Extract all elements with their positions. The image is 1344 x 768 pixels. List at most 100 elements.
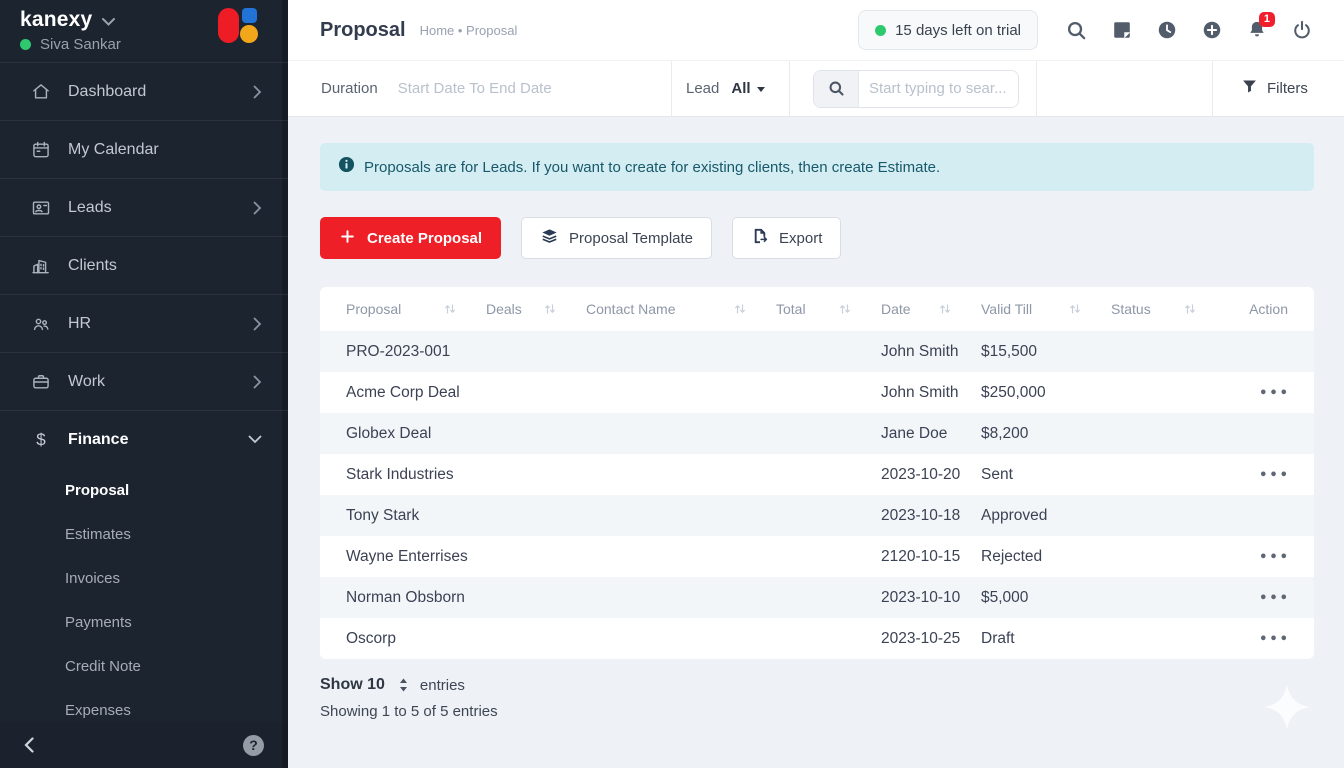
table-footer: Show 10 entries Showing 1 to 5 of 5 entr… (320, 676, 1314, 720)
sidebar-item-clients[interactable]: Clients (0, 236, 288, 294)
cell-date: 2023-10-20 (881, 465, 961, 483)
info-icon (338, 156, 355, 178)
cell-proposal: Stark Industries (346, 465, 454, 483)
sidebar-item-label: Dashboard (68, 82, 147, 100)
row-actions-button[interactable]: ••• (1259, 590, 1290, 606)
cell-proposal: Tony Stark (346, 506, 420, 524)
table-row: Wayne Enterrises 2120-10-15 Rejected ••• (320, 536, 1314, 577)
cell-status (1095, 495, 1210, 536)
sidebar-item-my-calendar[interactable]: My Calendar (0, 120, 288, 178)
brand-name: kanexy (20, 8, 93, 31)
proposals-table-card: Proposal Deals Contact Name Total Date V… (320, 287, 1314, 659)
export-icon (751, 227, 769, 249)
notifications-icon[interactable]: 1 (1234, 10, 1279, 50)
sidebar-item-dashboard[interactable]: Dashboard (0, 62, 288, 120)
column-header-date[interactable]: Date (865, 287, 965, 331)
column-header-deals[interactable]: Deals (470, 287, 570, 331)
workspace-switcher[interactable]: kanexy (20, 8, 288, 32)
sidebar-item-finance[interactable]: $ Finance (0, 410, 288, 468)
row-actions-button[interactable]: ••• (1259, 467, 1290, 483)
cell-valid-till: Sent (981, 465, 1013, 483)
cell-valid-till: Approved (981, 506, 1048, 524)
cell-contact-name (570, 577, 760, 618)
sidebar-subitem-estimates[interactable]: Estimates (65, 525, 131, 543)
column-header-valid-till[interactable]: Valid Till (965, 287, 1095, 331)
cell-total (760, 536, 865, 577)
sidebar-collapse-button[interactable] (24, 737, 34, 753)
cell-status (1095, 577, 1210, 618)
sparkle-assistant-button[interactable] (1263, 683, 1311, 736)
filters-button[interactable]: Filters (1213, 61, 1344, 116)
cell-date: 2120-10-15 (881, 547, 961, 565)
sort-icon (840, 304, 850, 314)
cell-deals (470, 577, 570, 618)
search-icon[interactable] (1054, 10, 1099, 50)
finance-submenu: Proposal Estimates Invoices Payments Cre… (0, 468, 288, 732)
trial-status-badge: 15 days left on trial (858, 10, 1038, 50)
sidebar-subitem-credit-note[interactable]: Credit Note (65, 657, 141, 675)
cell-status (1095, 618, 1210, 659)
date-range-input[interactable] (397, 80, 628, 97)
cell-valid-till: $15,500 (981, 342, 1038, 360)
cell-deals (470, 372, 570, 413)
column-header-contact-name[interactable]: Contact Name (570, 287, 760, 331)
table-row: Stark Industries 2023-10-20 Sent ••• (320, 454, 1314, 495)
cell-valid-till: $5,000 (981, 588, 1029, 606)
cell-status (1095, 372, 1210, 413)
sidebar-subitem-payments[interactable]: Payments (65, 613, 132, 631)
add-icon[interactable] (1189, 10, 1234, 50)
duration-label: Duration (321, 80, 378, 97)
cell-valid-till: $8,200 (981, 424, 1029, 442)
cell-status (1095, 331, 1210, 372)
table-header-row: Proposal Deals Contact Name Total Date V… (320, 287, 1314, 331)
table-row: PRO-2023-001 John Smith $15,500 (320, 331, 1314, 372)
page-size-stepper-icon[interactable] (397, 677, 410, 693)
row-actions-button[interactable]: ••• (1259, 385, 1290, 401)
header-actions: 15 days left on trial 1 (858, 10, 1324, 50)
cell-action: ••• (1210, 372, 1314, 413)
cell-proposal: PRO-2023-001 (346, 342, 451, 360)
entries-label: entries (419, 676, 465, 694)
chevron-right-icon (253, 85, 262, 99)
breadcrumb[interactable]: Home • Proposal (419, 22, 518, 38)
sidebar-item-leads[interactable]: Leads (0, 178, 288, 236)
sidebar-item-label: Finance (68, 430, 129, 448)
cell-contact-name (570, 618, 760, 659)
sidebar-subitem-invoices[interactable]: Invoices (65, 569, 121, 587)
lead-dropdown[interactable]: All (731, 80, 765, 97)
clock-icon[interactable] (1144, 10, 1189, 50)
proposals-table: Proposal Deals Contact Name Total Date V… (320, 287, 1314, 659)
cell-deals (470, 454, 570, 495)
search-input[interactable] (859, 70, 1018, 107)
sidebar-item-label: Clients (68, 256, 117, 274)
info-banner-text: Proposals are for Leads. If you want to … (364, 158, 941, 176)
clients-icon (30, 256, 52, 276)
power-icon[interactable] (1279, 10, 1324, 50)
messages-icon[interactable] (1099, 10, 1144, 50)
cell-action (1210, 331, 1314, 372)
table-row: Norman Obsborn 2023-10-10 $5,000 ••• (320, 577, 1314, 618)
create-proposal-button[interactable]: Create Proposal (320, 217, 502, 259)
sidebar-subitem-proposal[interactable]: Proposal (65, 481, 130, 499)
top-header: Proposal Home • Proposal 15 days left on… (288, 0, 1344, 60)
funnel-icon (1241, 78, 1258, 100)
column-header-total[interactable]: Total (760, 287, 865, 331)
proposal-template-button[interactable]: Proposal Template (521, 217, 713, 259)
column-header-proposal[interactable]: Proposal (320, 287, 470, 331)
sidebar-subitem-expenses[interactable]: Expenses (65, 701, 131, 719)
search-icon (814, 70, 859, 107)
page-size-label: Show 10 (320, 676, 385, 693)
main-area: Proposal Home • Proposal 15 days left on… (288, 0, 1344, 768)
sidebar-item-hr[interactable]: HR (0, 294, 288, 352)
sidebar-item-work[interactable]: Work (0, 352, 288, 410)
cell-date: Jane Doe (881, 424, 948, 442)
column-header-status[interactable]: Status (1095, 287, 1210, 331)
sort-icon (940, 304, 950, 314)
row-actions-button[interactable]: ••• (1259, 631, 1290, 647)
row-actions-button[interactable]: ••• (1259, 549, 1290, 565)
cell-total (760, 495, 865, 536)
help-button[interactable]: ? (243, 734, 264, 756)
sidebar-footer: ? (0, 722, 288, 768)
export-button[interactable]: Export (732, 217, 842, 259)
chevron-down-icon (248, 435, 262, 444)
